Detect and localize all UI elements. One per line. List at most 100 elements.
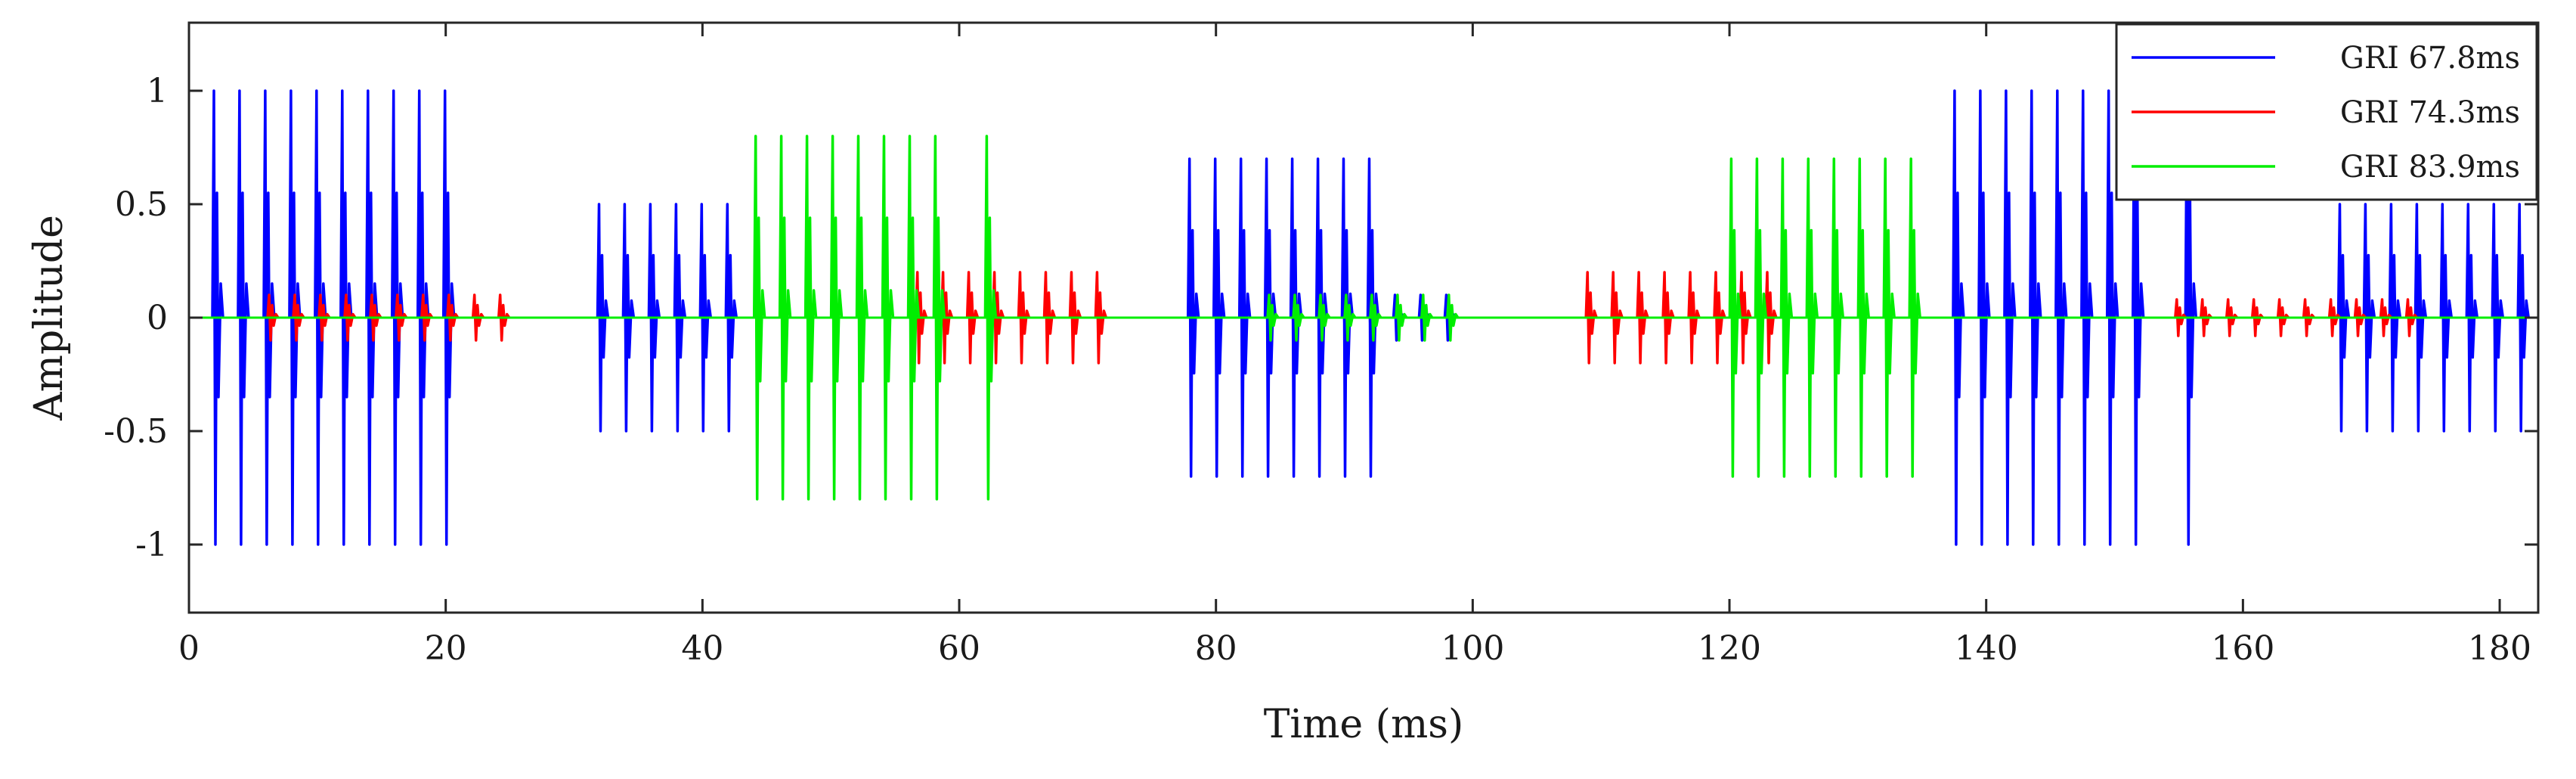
pulse-mark [2336, 203, 2351, 433]
series-1 [211, 89, 2530, 546]
pulse-mark [829, 135, 844, 501]
pulse-mark [1042, 271, 1057, 365]
pulse-mark [2080, 89, 2094, 546]
y-tick-label: 1 [147, 72, 168, 110]
pulse-mark [1420, 293, 1434, 342]
x-tick-label: 0 [178, 629, 200, 668]
pulse-mark [1292, 293, 1305, 342]
x-tick-label: 140 [1955, 629, 2018, 668]
y-axis-title: Amplitude [26, 215, 72, 421]
pulse-mark [1764, 271, 1778, 365]
pulse-mark [1882, 157, 1896, 478]
y-tick-label: -0.5 [104, 412, 168, 451]
y-tick-label: -1 [135, 526, 168, 564]
legend-label: GRI 74.3ms [2340, 95, 2520, 130]
pulse-mark [991, 271, 1005, 365]
pulse-mark [420, 293, 434, 342]
legend: GRI 67.8ms GRI 74.3ms GRI 83.9ms [2115, 23, 2538, 201]
x-axis-title: Time (ms) [1264, 702, 1464, 747]
y-tick-label: 0 [147, 299, 168, 337]
pulse-mark [1661, 271, 1675, 365]
pulse-mark [983, 135, 998, 501]
pulse-mark [1738, 271, 1752, 365]
pulse-mark [497, 293, 511, 342]
pulse-mark [339, 89, 353, 546]
pulse-mark [317, 293, 331, 342]
pulse-mark [1266, 293, 1280, 342]
pulse-mark [2327, 298, 2341, 337]
pulse-mark [724, 203, 738, 433]
pulse-mark [1317, 293, 1331, 342]
pulse-mark [1856, 157, 1871, 478]
x-tick-label: 60 [938, 629, 980, 668]
pulse-mark [647, 203, 661, 433]
pulse-mark [1340, 157, 1355, 478]
pulse-mark [940, 271, 954, 365]
pulse-mark [1687, 271, 1701, 365]
pulse-mark [855, 135, 869, 501]
x-tick-label: 20 [425, 629, 467, 668]
x-tick-label: 40 [681, 629, 723, 668]
pulse-mark [1977, 89, 1991, 546]
pulse-mark [1343, 293, 1357, 342]
x-tick-label: 160 [2211, 629, 2274, 668]
pulse-mark [1263, 157, 1277, 478]
pulse-mark [2362, 203, 2376, 433]
pulse-mark [237, 89, 250, 546]
pulse-mark [416, 89, 430, 546]
pulse-mark [211, 89, 224, 546]
pulse-mark [2404, 298, 2418, 337]
pulse-mark [2491, 203, 2505, 433]
pulse-mark [1186, 157, 1200, 478]
pulse-mark [2439, 203, 2454, 433]
pulse-mark [596, 203, 610, 433]
pulse-mark [803, 135, 818, 501]
pulse-mark [1728, 157, 1742, 478]
pulse-mark [1584, 271, 1598, 365]
pulse-mark [365, 89, 379, 546]
x-tick-label: 180 [2468, 629, 2531, 668]
pulse-mark [2199, 298, 2213, 337]
pulse-mark [881, 135, 895, 501]
pulse-mark [369, 293, 382, 342]
pulse-mark [1952, 89, 1965, 546]
pulse-mark [698, 203, 713, 433]
pulse-mark [2379, 298, 2392, 337]
pulse-mark [2413, 203, 2428, 433]
pulse-mark [1805, 157, 1819, 478]
pulse-mark [778, 135, 792, 501]
pulse-mark [1908, 157, 1921, 478]
pulse-mark [914, 271, 928, 365]
pulse-mark [1395, 293, 1408, 342]
pulse-mark [621, 203, 636, 433]
pulse-mark [2465, 203, 2479, 433]
y-tick-label: 0.5 [115, 185, 168, 224]
pulse-mark [343, 293, 357, 342]
pulse-mark [2302, 298, 2315, 337]
x-tick-label: 100 [1441, 629, 1504, 668]
pulse-mark [395, 293, 408, 342]
pulse-mark [752, 135, 766, 501]
series-3 [752, 135, 1921, 501]
pulse-mark [1314, 157, 1329, 478]
pulse-mark [1754, 157, 1768, 478]
pulse-mark [292, 293, 305, 342]
pulse-mark [441, 89, 456, 546]
x-axis: 0 20 40 60 80 100 120 140 160 180 [178, 23, 2531, 668]
pulse-mark [471, 293, 485, 342]
pulse-mark [1017, 271, 1031, 365]
pulse-mark [965, 271, 980, 365]
legend-label: GRI 67.8ms [2340, 41, 2520, 76]
pulse-mark [2003, 89, 2017, 546]
pulse-mark [2105, 89, 2119, 546]
pulse-mark [2174, 298, 2187, 337]
pulse-mark [2250, 298, 2265, 337]
pulse-mark [446, 293, 460, 342]
plot-content [189, 89, 2538, 546]
pulse-mark [314, 89, 327, 546]
pulse-mark [932, 135, 946, 501]
pulse-mark [673, 203, 687, 433]
pulse-mark [1610, 271, 1624, 365]
pulse-mark [906, 135, 921, 501]
